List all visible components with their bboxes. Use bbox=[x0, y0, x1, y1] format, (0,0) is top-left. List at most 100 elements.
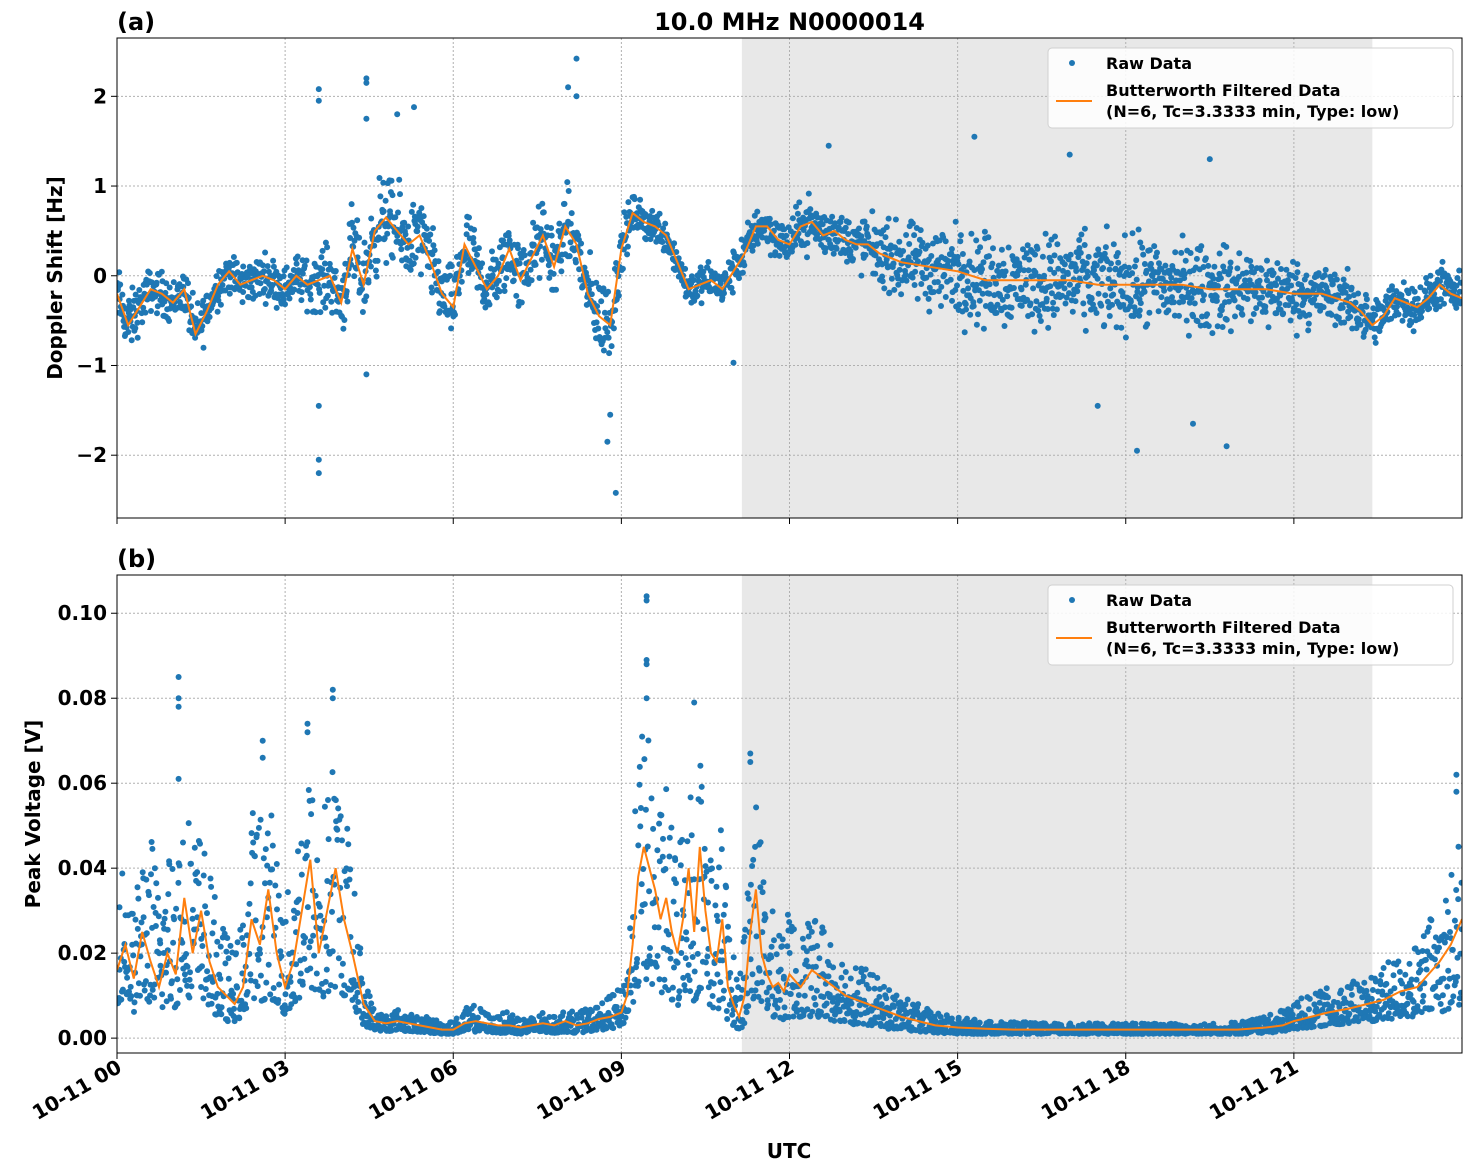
raw-data-point bbox=[1024, 242, 1031, 249]
raw-data-point bbox=[925, 295, 932, 302]
raw-data-point bbox=[702, 863, 709, 870]
y-tick-label: 1 bbox=[93, 174, 107, 198]
raw-data-point bbox=[765, 1001, 772, 1008]
raw-data-point bbox=[1105, 275, 1112, 282]
raw-data-point bbox=[206, 314, 213, 320]
raw-data-point bbox=[290, 267, 297, 273]
raw-data-point bbox=[121, 958, 128, 965]
raw-data-point bbox=[955, 261, 962, 268]
raw-data-point bbox=[1349, 325, 1356, 332]
raw-data-point bbox=[141, 987, 148, 994]
raw-data-point bbox=[1315, 270, 1322, 277]
raw-data-point bbox=[284, 889, 291, 896]
raw-data-point bbox=[410, 201, 417, 208]
raw-data-point bbox=[1333, 276, 1340, 283]
raw-data-point bbox=[128, 337, 135, 344]
raw-data-point bbox=[561, 200, 568, 207]
raw-data-point bbox=[152, 293, 159, 300]
raw-data-point bbox=[173, 905, 180, 912]
raw-data-point bbox=[317, 912, 324, 919]
raw-data-point bbox=[350, 224, 357, 231]
raw-data-point bbox=[264, 830, 271, 837]
raw-data-point bbox=[372, 267, 379, 274]
raw-data-point bbox=[315, 402, 322, 409]
raw-data-point bbox=[812, 917, 819, 924]
raw-data-point bbox=[768, 954, 775, 961]
raw-data-point bbox=[1213, 297, 1220, 304]
raw-data-point bbox=[319, 266, 326, 273]
raw-data-point bbox=[1134, 447, 1140, 454]
raw-data-point bbox=[1352, 299, 1359, 306]
raw-data-point bbox=[463, 231, 470, 238]
raw-data-point bbox=[781, 226, 788, 233]
raw-data-point bbox=[987, 1019, 994, 1025]
raw-data-point bbox=[578, 240, 585, 247]
y-tick-label: 0 bbox=[93, 264, 107, 288]
raw-data-point bbox=[1115, 259, 1122, 266]
raw-data-point bbox=[211, 894, 218, 900]
raw-data-point bbox=[974, 248, 981, 255]
raw-data-point bbox=[608, 343, 615, 350]
raw-data-point bbox=[845, 231, 852, 237]
raw-data-point bbox=[189, 906, 196, 913]
raw-data-point bbox=[202, 986, 209, 992]
raw-data-point bbox=[160, 920, 167, 927]
legend-raw-label: Raw Data bbox=[1106, 54, 1192, 73]
raw-data-point bbox=[888, 251, 895, 258]
raw-data-point bbox=[470, 239, 477, 246]
raw-data-point bbox=[346, 876, 353, 883]
raw-data-point bbox=[231, 1005, 237, 1012]
raw-data-point bbox=[852, 244, 859, 251]
raw-data-point bbox=[572, 259, 579, 266]
raw-data-point bbox=[945, 258, 952, 264]
raw-data-point bbox=[263, 914, 270, 921]
raw-data-point bbox=[307, 965, 314, 972]
raw-data-point bbox=[1181, 270, 1188, 277]
raw-data-point bbox=[1278, 266, 1284, 272]
raw-data-point bbox=[1355, 316, 1362, 323]
raw-data-point bbox=[1321, 272, 1328, 279]
raw-data-point bbox=[749, 863, 756, 869]
raw-data-point bbox=[117, 269, 123, 276]
raw-data-point bbox=[1270, 270, 1277, 277]
raw-data-point bbox=[654, 952, 661, 959]
raw-data-point bbox=[856, 225, 862, 232]
raw-data-point bbox=[1273, 310, 1280, 317]
raw-data-point bbox=[565, 84, 572, 91]
raw-data-point bbox=[1023, 250, 1030, 257]
chart-title: 10.0 MHz N0000014 bbox=[654, 8, 925, 36]
raw-data-point bbox=[198, 984, 205, 990]
raw-data-point bbox=[694, 292, 701, 299]
raw-data-point bbox=[516, 260, 523, 267]
raw-data-point bbox=[261, 286, 268, 292]
raw-data-point bbox=[1216, 250, 1223, 257]
raw-data-point bbox=[893, 992, 900, 999]
raw-data-point bbox=[1027, 300, 1034, 307]
raw-data-point bbox=[666, 834, 673, 841]
raw-data-point bbox=[518, 299, 525, 306]
raw-data-point bbox=[188, 983, 195, 990]
raw-data-point bbox=[252, 978, 259, 985]
raw-data-point bbox=[1107, 285, 1114, 292]
raw-data-point bbox=[263, 979, 270, 986]
raw-data-point bbox=[335, 805, 342, 812]
raw-data-point bbox=[298, 297, 305, 304]
raw-data-point bbox=[1005, 244, 1012, 251]
raw-data-point bbox=[942, 238, 949, 245]
y-tick-label: 2 bbox=[93, 84, 107, 108]
raw-data-point bbox=[973, 281, 980, 288]
raw-data-point bbox=[903, 277, 910, 284]
raw-data-point bbox=[252, 917, 259, 924]
raw-data-point bbox=[839, 961, 846, 968]
raw-data-point bbox=[267, 991, 274, 998]
raw-data-point bbox=[156, 950, 163, 957]
raw-data-point bbox=[796, 199, 803, 206]
raw-data-point bbox=[204, 910, 210, 917]
raw-data-point bbox=[282, 301, 288, 308]
raw-data-point bbox=[771, 937, 777, 944]
raw-data-point bbox=[740, 938, 747, 945]
raw-data-point bbox=[1422, 288, 1429, 295]
raw-data-point bbox=[550, 270, 557, 277]
raw-data-point bbox=[1320, 304, 1327, 311]
raw-data-point bbox=[208, 1000, 215, 1007]
